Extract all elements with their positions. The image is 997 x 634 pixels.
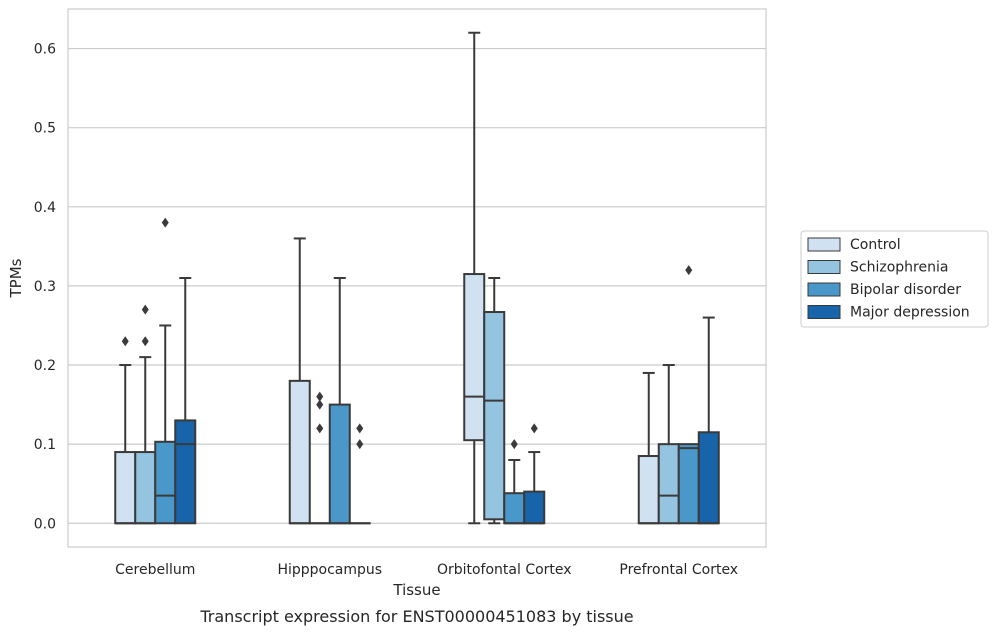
x-tick-label: Prefrontal Cortex xyxy=(619,562,738,578)
box-group xyxy=(134,304,157,525)
box-iqr xyxy=(134,451,157,525)
box-iqr xyxy=(657,443,680,525)
y-tick-label: 0.3 xyxy=(34,279,56,295)
chart-caption: Transcript expression for ENST0000045108… xyxy=(199,607,633,626)
y-tick-label: 0.0 xyxy=(34,516,56,532)
box-iqr xyxy=(154,440,177,525)
box-group xyxy=(348,423,371,525)
x-axis-label: Tissue xyxy=(392,581,440,599)
box-iqr xyxy=(637,455,660,525)
box-group xyxy=(288,237,311,525)
box-group xyxy=(503,439,526,525)
outlier-point xyxy=(141,304,149,315)
x-tick-label: Cerebellum xyxy=(115,562,195,578)
outlier-point xyxy=(685,265,693,276)
legend: Control Schizophrenia Bipolar disorder Majo… xyxy=(800,230,989,328)
box-iqr xyxy=(483,311,506,521)
y-tick-label: 0.4 xyxy=(34,200,56,216)
outlier-point xyxy=(510,439,518,450)
box-iqr xyxy=(523,490,546,525)
plot-frame xyxy=(67,8,767,548)
box-iqr xyxy=(114,451,137,525)
x-tick-labels: Cerebellum Hipppocampus Orbitofontal Corte… xyxy=(115,562,738,578)
box-group xyxy=(483,277,506,525)
y-tick-labels: 0.0 0.1 0.2 0.3 0.4 0.5 0.6 xyxy=(34,42,56,533)
box-group xyxy=(328,277,351,525)
box-group xyxy=(523,423,546,525)
outlier-point xyxy=(316,423,324,434)
outlier-point xyxy=(356,439,364,450)
legend-frame xyxy=(800,230,989,328)
box-group xyxy=(463,31,486,525)
box-iqr xyxy=(677,443,700,525)
y-axis-label: TPMs xyxy=(7,258,25,298)
box-iqr xyxy=(463,273,486,442)
box-group xyxy=(174,277,197,525)
outlier-point xyxy=(316,399,324,410)
outlier-point xyxy=(316,391,324,402)
box-iqr xyxy=(174,419,197,525)
legend-label: Schizophrenia xyxy=(850,260,948,276)
y-tick-label: 0.6 xyxy=(34,42,56,58)
y-tick-label: 0.2 xyxy=(34,358,56,374)
outlier-point xyxy=(356,423,364,434)
legend-label: Bipolar disorder xyxy=(850,282,961,298)
x-tick-label: Hipppocampus xyxy=(277,562,382,578)
box-iqr xyxy=(288,379,311,525)
legend-label: Major depression xyxy=(850,305,970,321)
legend-label: Control xyxy=(850,237,901,253)
legend-swatch xyxy=(807,260,841,274)
box-iqr xyxy=(328,403,351,525)
x-tick-label: Orbitofontal Cortex xyxy=(437,562,572,578)
outlier-point xyxy=(121,336,129,347)
boxes-layer xyxy=(114,31,720,525)
y-tick-label: 0.5 xyxy=(34,121,56,137)
outlier-point xyxy=(141,336,149,347)
legend-swatch xyxy=(807,237,841,252)
box-group xyxy=(697,316,720,525)
outlier-point xyxy=(530,423,538,434)
box-iqr xyxy=(503,492,526,525)
legend-swatch xyxy=(807,282,841,297)
legend-swatch xyxy=(807,305,841,319)
box-group xyxy=(637,371,660,525)
outlier-point xyxy=(161,217,169,228)
box-iqr xyxy=(697,431,720,525)
y-tick-label: 0.1 xyxy=(34,437,56,453)
box-group xyxy=(114,336,137,525)
box-group xyxy=(154,217,177,525)
